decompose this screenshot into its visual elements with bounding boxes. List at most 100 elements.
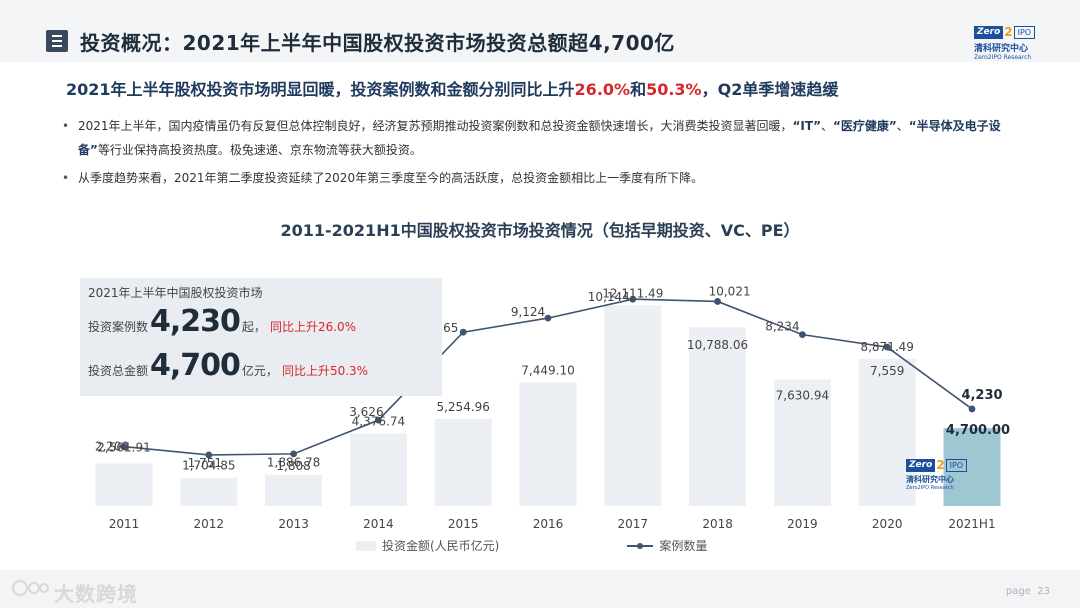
case-value-label-2017: 10,144	[588, 290, 630, 304]
chart-logo-en: Zero2IPO Research	[906, 485, 954, 491]
bullet1-highlight-semi: “半导体及电子设备”	[78, 119, 1001, 157]
legend-line-label: 案例数量	[659, 539, 708, 553]
legend-bar-label: 投资金额(人民币亿元)	[382, 539, 500, 553]
case-point-2018	[714, 298, 721, 305]
header-band	[0, 0, 1080, 62]
zero2ipo-logo: Zero 2 IPO 清科研究中心 Zero2IPO Research	[974, 26, 1056, 62]
bullet-item-1: 2021年上半年，国内疫情虽仍有反复但总体控制良好，经济复苏预期推动投资案例数和…	[62, 114, 1012, 162]
bar-value-label-2012: 1,704.85	[182, 459, 235, 473]
bar-value-label-2013: 1,886.78	[267, 456, 320, 470]
x-tick-label-2019: 2019	[787, 517, 818, 531]
page-title: 投资概况：2021年上半年中国股权投资市场投资总额超4,700亿	[80, 30, 675, 55]
bar-value-label-2014: 4,376.74	[352, 414, 405, 428]
menu-icon[interactable]	[46, 30, 68, 52]
x-tick-label-2011: 2011	[109, 517, 140, 531]
summary-heading: 2021年上半年中国股权投资市场	[88, 286, 263, 300]
case-value-label-2018: 10,021	[709, 284, 751, 298]
chart-logo-2: 2	[936, 458, 945, 472]
bar-2021H1	[943, 428, 1001, 506]
amount-change: 同比上升50.3%	[281, 364, 369, 378]
summary-amount-row: 投资总金额 4,700 亿元， 同比上升50.3%	[88, 348, 368, 383]
bullet1-text1: 2021年上半年，国内疫情虽仍有反复但总体控制良好，经济复苏预期推动投资案例数和…	[78, 119, 793, 133]
bullet-list: 2021年上半年，国内疫情虽仍有反复但总体控制良好，经济复苏预期推动投资案例数和…	[62, 114, 1012, 190]
case-point-2017	[629, 295, 637, 303]
case-value-label-2019: 8,234	[765, 320, 799, 334]
bullet1-highlight-health: “医疗健康”	[833, 119, 897, 133]
bar-2017	[604, 305, 662, 506]
logo-mark-2: 2	[1004, 25, 1013, 39]
bar-2018	[689, 327, 747, 506]
page-number: page 23	[1006, 586, 1050, 597]
x-tick-label-2014: 2014	[363, 517, 394, 531]
logo-mark-zero: Zero	[974, 26, 1004, 39]
bar-value-label-2018: 10,788.06	[687, 338, 748, 352]
case-point-2011	[120, 443, 128, 451]
x-tick-label-2017: 2017	[618, 517, 649, 531]
bar-2015	[434, 418, 492, 506]
x-tick-label-2013: 2013	[278, 517, 309, 531]
chart-logo-zero: Zero	[906, 459, 936, 472]
bar-2016	[519, 382, 577, 506]
subtitle-pct2: 50.3%	[646, 80, 702, 99]
page-number-value: 23	[1037, 586, 1050, 597]
subtitle-part1: 2021年上半年股权投资市场明显回暖，投资案例数和金额分别同比上升	[66, 80, 575, 99]
watermark-text: 大数跨境	[54, 582, 138, 606]
case-value-label-2016: 9,124	[511, 305, 545, 319]
bar-value-label-2017: 12,111.49	[602, 286, 663, 300]
case-point-2020	[883, 343, 891, 351]
bullet1-sep1: 、	[820, 119, 833, 133]
bullet1-text2: 等行业保持高投资热度。极兔速递、京东物流等获大额投资。	[97, 143, 422, 157]
page-label: page	[1005, 586, 1031, 597]
case-value-label-2011: 2,200	[95, 440, 129, 454]
chart-logo-ipo: IPO	[945, 459, 968, 472]
bar-2014	[349, 433, 407, 506]
case-point-2013	[290, 450, 297, 458]
bar-2011	[95, 463, 153, 506]
x-tick-label-2015: 2015	[448, 517, 479, 531]
bar-value-label-2015: 5,254.96	[436, 400, 489, 414]
bullet2-text: 从季度趋势来看，2021年第二季度投资延续了2020年第三季度至今的高活跃度，总…	[78, 171, 704, 185]
bullet1-sep2: 、	[896, 119, 909, 133]
bar-value-label-2019: 7,630.94	[776, 389, 829, 403]
subtitle-part2: 和	[630, 80, 647, 99]
bar-value-label-2016: 7,449.10	[521, 364, 574, 378]
logo-name-cn: 清科研究中心	[974, 44, 1029, 54]
amount-value: 4,700	[150, 348, 241, 383]
summary-box: 2021年上半年中国股权投资市场 投资案例数 4,230 起， 同比上升26.0…	[80, 278, 442, 396]
case-value-label-2013: 1,808	[276, 459, 310, 473]
case-point-2019	[799, 331, 806, 339]
bar-2019	[773, 379, 831, 506]
x-tick-label-2016: 2016	[533, 517, 564, 531]
x-tick-label-2020: 2020	[872, 517, 903, 531]
subtitle: 2021年上半年股权投资市场明显回暖，投资案例数和金额分别同比上升26.0%和5…	[66, 76, 838, 100]
case-value-label-2021H1: 4,230	[961, 388, 1002, 403]
bar-2013	[265, 474, 323, 506]
bar-value-label-2011: 2,561.91	[97, 441, 150, 455]
title-bar: 投资概况：2021年上半年中国股权投资市场投资总额超4,700亿	[46, 26, 675, 56]
cases-value: 4,230	[150, 304, 241, 339]
x-tick-label-2021H1: 2021H1	[948, 517, 995, 531]
chart-logo: Zero 2 IPO 清科研究中心 Zero2IPO Research	[906, 458, 968, 491]
logo-name-en: Zero2IPO Research	[974, 54, 1032, 61]
logo-mark-ipo: IPO	[1013, 26, 1036, 39]
case-point-2015	[459, 328, 467, 336]
case-value-label-2014: 3,626	[349, 405, 383, 419]
case-point-2014	[375, 416, 382, 424]
amount-label: 投资总金额	[88, 364, 149, 378]
case-point-2016	[544, 314, 552, 322]
x-tick-label-2012: 2012	[194, 517, 225, 531]
chart-title: 2011-2021H1中国股权投资市场投资情况（包括早期投资、VC、PE）	[280, 221, 800, 240]
bar-value-label-2021H1: 4,700.00	[946, 423, 1010, 438]
subtitle-part3: ，Q2单季增速趋缓	[701, 80, 839, 99]
legend-line-swatch	[627, 541, 654, 551]
cases-change: 同比上升26.0%	[269, 320, 357, 334]
cases-unit: 起，	[241, 320, 266, 334]
bar-value-label-2020: 8,871.49	[860, 340, 913, 354]
cases-label: 投资案例数	[88, 320, 149, 334]
legend-bar-swatch	[356, 540, 376, 551]
bullet1-highlight-it: “IT”	[792, 119, 821, 133]
bullet-item-2: 从季度趋势来看，2021年第二季度投资延续了2020年第三季度至今的高活跃度，总…	[62, 166, 1012, 190]
x-tick-label-2018: 2018	[702, 517, 733, 531]
chart-logo-cn: 清科研究中心	[906, 475, 954, 484]
